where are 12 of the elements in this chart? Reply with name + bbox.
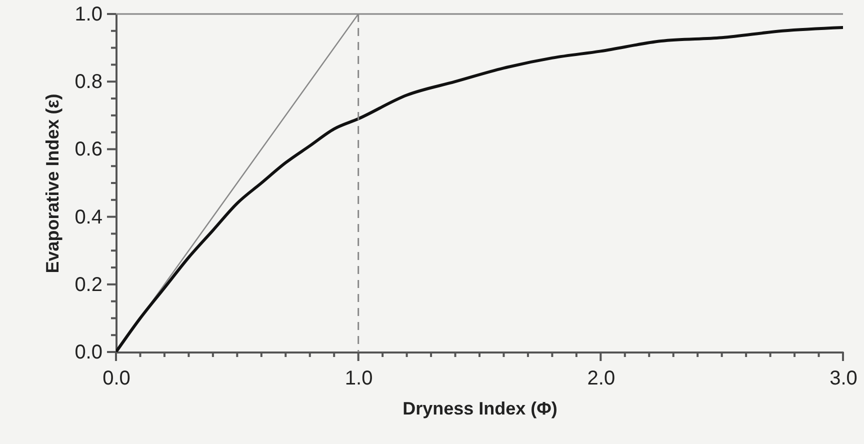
x-tick-label: 1.0 (344, 368, 373, 390)
y-tick-label: 0.4 (74, 206, 102, 228)
x-tick-label: 3.0 (830, 368, 858, 390)
x-axis-title: Dryness Index (Φ) (402, 398, 558, 418)
x-tick-label: 2.0 (587, 368, 616, 390)
y-axis-title: Evaporative Index (ε) (42, 94, 63, 274)
y-tick-label: 0.6 (74, 138, 102, 161)
x-tick-label: 0.0 (102, 368, 130, 390)
y-tick-label: 0.2 (74, 274, 102, 296)
y-tick-label: 1.0 (74, 4, 102, 26)
y-tick-label: 0.0 (74, 342, 102, 364)
y-tick-label: 0.8 (74, 71, 102, 94)
